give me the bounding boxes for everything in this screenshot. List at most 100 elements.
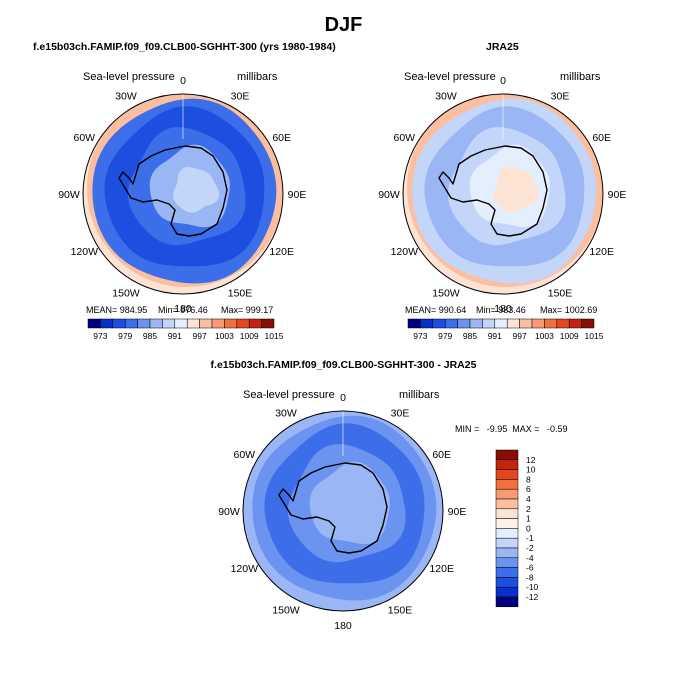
colorbar-tick-label: 1 [526, 514, 531, 524]
panel-obs-min: Min= 983.46 [476, 305, 526, 315]
colorbar-swatch [100, 318, 114, 329]
panel-diff-minmax: MIN = -9.95 MAX = -0.59 [455, 424, 568, 434]
colorbar-tick-label: 979 [118, 331, 132, 341]
colorbar-swatch [224, 318, 238, 329]
panel-model-mean: MEAN= 984.95 [86, 305, 148, 315]
colorbar-swatch [495, 479, 519, 490]
colorbar-swatch [495, 459, 519, 470]
lon-label: 180 [494, 303, 512, 315]
lon-label: 150W [432, 288, 460, 300]
colorbar-tick-label: 1015 [585, 331, 604, 341]
colorbar-swatch [495, 547, 519, 559]
colorbar-swatch [248, 318, 262, 329]
panel-diff-variable-label: Sea-level pressure [243, 389, 335, 401]
lon-label: 120W [231, 563, 259, 575]
colorbar-swatch [544, 318, 558, 329]
colorbar-tick-label: -1 [526, 533, 534, 543]
colorbar-swatch [420, 318, 434, 329]
colorbar-swatch [432, 318, 446, 329]
panel-diff-title: f.e15b03ch.FAMIP.f09_f09.CLB00-SGHHT-300… [210, 359, 477, 371]
map-diff-coastline [278, 462, 388, 554]
colorbar-tick-label: -6 [526, 563, 534, 573]
colorbar-swatch [186, 318, 200, 329]
colorbar-tick-label: 0 [526, 523, 531, 533]
map-diff-border [242, 410, 444, 612]
lon-label: 180 [334, 620, 352, 632]
map-model-field [83, 94, 283, 294]
lon-label: 150E [228, 288, 253, 300]
lon-label: 0 [340, 392, 346, 404]
page-title: DJF [324, 14, 363, 36]
panel-model-title: f.e15b03ch.FAMIP.f09_f09.CLB00-SGHHT-300… [33, 41, 336, 53]
colorbar-tick-label: 1003 [215, 331, 234, 341]
panel-model-variable-label: Sea-level pressure [83, 71, 175, 83]
colorbar-tick-label: -2 [526, 543, 534, 553]
colorbar-swatch [137, 318, 151, 329]
lon-label: 60E [432, 449, 451, 461]
colorbar-tick-label: -4 [526, 553, 534, 563]
colorbar-tick-label: 1009 [560, 331, 579, 341]
colorbar-swatch [469, 318, 483, 329]
colorbar-tick-label: 997 [513, 331, 527, 341]
colorbar-tick-label: -12 [526, 592, 539, 602]
lon-label: 90E [448, 506, 467, 518]
map-model-coastline [118, 145, 228, 237]
lon-label: 30W [275, 407, 297, 419]
lon-label: 60W [394, 132, 416, 144]
panel-obs-units-label: millibars [560, 71, 601, 83]
colorbar-swatch [568, 318, 582, 329]
colorbar-swatch [495, 596, 519, 608]
colorbar-obs: 973 979 985 991 997 1003 1009 1015 [407, 318, 604, 341]
colorbar-tick-label: 12 [526, 455, 536, 465]
lon-label: 90E [608, 189, 627, 201]
colorbar-swatch [495, 498, 519, 510]
colorbar-swatch [482, 318, 496, 329]
colorbar-tick-label: 979 [438, 331, 452, 341]
map-diff: 0 30E 60E 90E 120E 150E 180 150W 120W 90W 60W 30W [218, 392, 466, 632]
colorbar-tick-label: 991 [488, 331, 502, 341]
map-diff-field [243, 411, 443, 611]
map-obs-field [403, 94, 603, 294]
colorbar-swatch [199, 318, 213, 329]
lon-label: 120E [429, 563, 454, 575]
panel-obs-title: JRA25 [486, 41, 519, 53]
map-model: 0 30E 60E 90E 120E 150E 180 150W 120W 90W 60W 30W [58, 75, 306, 315]
colorbar-tick-label: -10 [526, 582, 539, 592]
colorbar-swatch [162, 318, 176, 329]
colorbar-tick-label: 10 [526, 465, 536, 475]
colorbar-tick-label: 985 [463, 331, 477, 341]
lon-label: 150E [548, 288, 573, 300]
colorbar-swatch [149, 318, 163, 329]
lon-label: 30W [115, 90, 137, 102]
lon-label: 90E [288, 189, 307, 201]
colorbar-tick-label: 4 [526, 494, 531, 504]
panel-model-max: Max= 999.17 [221, 305, 274, 315]
colorbar-swatch [495, 577, 519, 588]
colorbar-swatch [457, 318, 471, 329]
colorbar-tick-label: 1009 [240, 331, 259, 341]
colorbar-swatch [556, 318, 570, 329]
lon-label: 60W [74, 132, 96, 144]
colorbar-swatch [495, 567, 519, 578]
colorbar-swatch [112, 318, 126, 329]
colorbar-tick-label: 2 [526, 504, 531, 514]
panel-obs-variable-label: Sea-level pressure [404, 71, 496, 83]
lon-label: 120W [71, 246, 99, 258]
panel-model-units-label: millibars [237, 71, 278, 83]
lon-label: 150W [112, 288, 140, 300]
colorbar-swatch [236, 318, 250, 329]
colorbar-swatch [407, 318, 421, 329]
colorbar-swatch [494, 318, 508, 329]
colorbar-tick-label: -8 [526, 572, 534, 582]
colorbar-tick-label: 985 [143, 331, 157, 341]
colorbar-swatch [124, 318, 138, 329]
lon-label: 150E [388, 605, 413, 617]
colorbar-model: 973 979 985 991 997 1003 1009 1015 [87, 318, 284, 341]
lon-label: 90W [58, 189, 80, 201]
lon-label: 120E [589, 246, 614, 258]
lon-label: 30E [551, 90, 570, 102]
colorbar-swatch [87, 318, 101, 329]
colorbar-swatch [495, 469, 519, 480]
